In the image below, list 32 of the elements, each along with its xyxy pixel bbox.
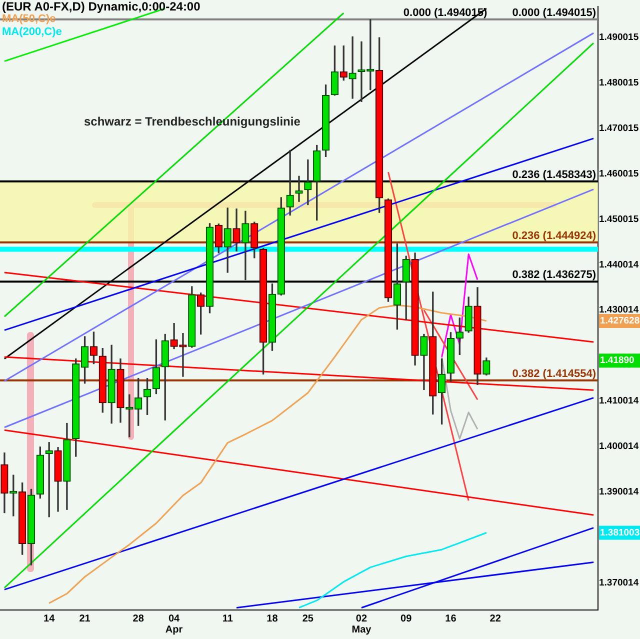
annotation: 0.000 (1.494015) xyxy=(512,6,596,19)
text: 1.381003 xyxy=(600,527,640,538)
chart-title: (EUR A0-FX,D) Dynamic,0:00-24:00 xyxy=(2,0,201,14)
x-tick-label: 09 xyxy=(400,613,412,624)
x-tick-label: 21 xyxy=(79,613,91,624)
x-tick-label: 04 Apr xyxy=(165,613,183,636)
x-tick-label: 18 xyxy=(266,613,278,624)
y-tick-label: 1.490015 xyxy=(599,32,640,44)
text: MA(200,C)e xyxy=(2,26,62,38)
text: 1.41890 xyxy=(600,355,634,366)
ref-line-label: 0.236 (1.458343) xyxy=(512,168,596,181)
y-tick-label: 1.480015 xyxy=(599,78,640,89)
ref-line-label: 0.382 (1.414554) xyxy=(512,368,596,380)
y-tick-label: 1.460015 xyxy=(599,168,640,180)
ref-line-label: 0.236 (1.444924) xyxy=(512,230,596,242)
y-tick-label: 1.410014 xyxy=(599,396,640,407)
y-tick-label: 1.370014 xyxy=(599,577,640,588)
x-tick-label: 25 xyxy=(302,613,314,624)
y-tick-label: 1.430014 xyxy=(599,304,640,316)
y-tick-label: 1.470015 xyxy=(599,123,640,134)
x-tick-label: 11 xyxy=(222,613,234,624)
y-tick-label: 1.390014 xyxy=(599,486,640,498)
x-tick-label: 14 xyxy=(44,613,56,624)
y-tick-label: 1.450015 xyxy=(599,214,640,225)
text: 1.427628 xyxy=(600,316,640,327)
x-tick-label: 28 xyxy=(132,613,144,624)
x-tick-label: 02 May xyxy=(352,613,372,636)
ref-line-label: 0.382 (1.436275) xyxy=(512,269,596,282)
x-tick-label: 16 xyxy=(445,613,457,624)
y-tick-label: 1.440014 xyxy=(599,259,640,270)
y-tick-label: 1.400014 xyxy=(599,441,640,452)
x-tick-label: 22 xyxy=(490,613,502,624)
